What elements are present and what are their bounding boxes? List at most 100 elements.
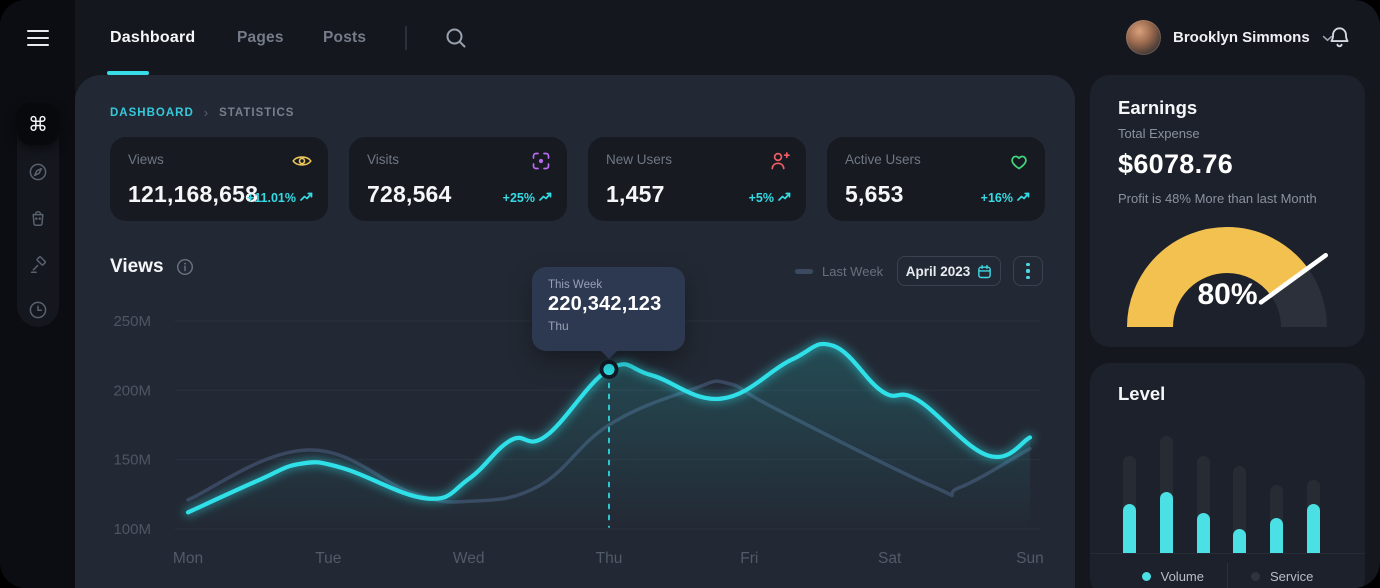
tooltip-value: 220,342,123 bbox=[548, 293, 662, 315]
volume-bar bbox=[1233, 529, 1247, 553]
search-icon[interactable] bbox=[444, 26, 468, 50]
stat-value: 5,653 bbox=[845, 181, 904, 207]
sidebar-item-command[interactable]: ⌘ bbox=[17, 103, 59, 145]
sidebar-nav: ⌘ bbox=[17, 103, 59, 327]
more-options-button[interactable] bbox=[1013, 256, 1043, 286]
main-panel: DASHBOARD › STATISTICS Views 121,168,658… bbox=[75, 75, 1075, 588]
stat-trend: +16% bbox=[981, 191, 1030, 205]
nav-divider bbox=[405, 26, 407, 50]
sidebar-item-history[interactable] bbox=[28, 300, 48, 320]
sidebar-item-discover[interactable] bbox=[28, 162, 48, 182]
scan-icon bbox=[530, 150, 552, 172]
earnings-subtitle: Total Expense bbox=[1118, 126, 1200, 141]
level-divider bbox=[1090, 553, 1365, 554]
level-title: Level bbox=[1118, 383, 1166, 404]
stat-label: Visits bbox=[367, 152, 400, 167]
volume-bar bbox=[1123, 504, 1136, 553]
svg-text:250M: 250M bbox=[113, 313, 151, 330]
menu-icon[interactable] bbox=[24, 26, 52, 50]
user-menu[interactable]: Brooklyn Simmons bbox=[1126, 20, 1333, 55]
level-legend: Volume Service bbox=[1090, 563, 1365, 588]
chart-tooltip: This Week 220,342,123 Thu bbox=[532, 267, 685, 351]
level-bar-group bbox=[1123, 433, 1136, 553]
level-bar-group bbox=[1196, 433, 1210, 553]
tab-dashboard[interactable]: Dashboard bbox=[110, 29, 196, 46]
bell-icon[interactable] bbox=[1326, 24, 1354, 52]
breadcrumb-statistics: STATISTICS bbox=[219, 106, 295, 119]
earnings-amount: $6078.76 bbox=[1118, 149, 1234, 179]
level-bar-group bbox=[1159, 433, 1173, 553]
breadcrumb-dashboard[interactable]: DASHBOARD bbox=[110, 106, 194, 119]
svg-text:Thu: Thu bbox=[596, 550, 623, 567]
trend-up-icon bbox=[539, 191, 552, 205]
stat-card-new-users: New Users 1,457 +5% bbox=[588, 137, 806, 221]
svg-text:Fri: Fri bbox=[740, 550, 758, 567]
gavel-icon bbox=[28, 254, 48, 274]
sidebar: ⌘ bbox=[0, 0, 75, 588]
level-card: Level Volume Service bbox=[1090, 363, 1365, 588]
breadcrumb: DASHBOARD › STATISTICS bbox=[110, 105, 294, 120]
svg-text:Sat: Sat bbox=[878, 550, 902, 567]
stat-label: New Users bbox=[606, 152, 673, 167]
svg-text:Mon: Mon bbox=[173, 550, 203, 567]
stat-trend: +11.01% bbox=[247, 191, 313, 205]
earnings-gauge bbox=[1122, 223, 1332, 335]
gauge-percent-label: 80% bbox=[1197, 278, 1258, 311]
clock-icon bbox=[28, 300, 48, 320]
stat-card-visits: Visits 728,564 +25% bbox=[349, 137, 567, 221]
sidebar-item-auction[interactable] bbox=[28, 254, 48, 274]
stat-label: Views bbox=[128, 152, 164, 167]
date-picker-button[interactable]: April 2023 bbox=[897, 256, 1001, 286]
trend-up-icon bbox=[778, 191, 791, 205]
avatar bbox=[1126, 20, 1161, 55]
tab-pages[interactable]: Pages bbox=[237, 29, 284, 46]
legend-last-week: Last Week bbox=[795, 264, 883, 279]
shopping-bag-icon bbox=[28, 208, 48, 228]
calendar-icon bbox=[977, 264, 992, 279]
svg-text:200M: 200M bbox=[113, 382, 151, 399]
earnings-note: Profit is 48% More than last Month bbox=[1118, 191, 1317, 206]
stat-trend: +5% bbox=[749, 191, 791, 205]
views-line-chart[interactable]: 250M 200M 150M 100M Mon Tue Wed Thu Fri Sat Sun bbox=[95, 307, 1045, 575]
compass-icon bbox=[28, 162, 48, 182]
level-bar-group bbox=[1270, 433, 1284, 553]
earnings-card: Earnings Total Expense $6078.76 Profit i… bbox=[1090, 75, 1365, 347]
svg-text:Tue: Tue bbox=[315, 550, 341, 567]
service-dot bbox=[1251, 571, 1260, 581]
level-bar-group bbox=[1233, 433, 1247, 553]
sidebar-item-shop[interactable] bbox=[28, 208, 48, 228]
info-icon[interactable] bbox=[176, 258, 194, 276]
svg-text:100M: 100M bbox=[113, 521, 151, 538]
last-week-label: Last Week bbox=[822, 264, 884, 279]
tooltip-title: This Week bbox=[548, 279, 603, 291]
stat-card-views: Views 121,168,658 +11.01% bbox=[110, 137, 328, 221]
trend-up-icon bbox=[300, 191, 313, 205]
earnings-title: Earnings bbox=[1118, 97, 1198, 118]
stat-label: Active Users bbox=[845, 152, 921, 167]
stat-value: 1,457 bbox=[606, 181, 665, 207]
stat-value: 121,168,658 bbox=[128, 181, 259, 207]
user-name: Brooklyn Simmons bbox=[1173, 29, 1310, 46]
stat-cards-row: Views 121,168,658 +11.01% Visits 72 bbox=[110, 137, 1045, 221]
volume-bar bbox=[1196, 513, 1210, 553]
tooltip-day: Thu bbox=[548, 319, 569, 333]
views-chart-header: Views bbox=[110, 256, 194, 278]
svg-text:Wed: Wed bbox=[453, 550, 485, 567]
eye-icon bbox=[291, 150, 313, 172]
command-icon: ⌘ bbox=[28, 113, 48, 136]
date-picker-value: April 2023 bbox=[905, 263, 971, 279]
legend-divider bbox=[1227, 563, 1228, 588]
level-bar-group bbox=[1306, 433, 1320, 553]
svg-text:150M: 150M bbox=[113, 452, 151, 469]
tab-posts[interactable]: Posts bbox=[323, 29, 367, 46]
volume-bar bbox=[1306, 504, 1320, 553]
trend-up-icon bbox=[1017, 191, 1030, 205]
chevron-down-icon bbox=[1322, 29, 1333, 47]
level-bar-chart bbox=[1123, 433, 1320, 553]
stat-value: 728,564 bbox=[367, 181, 452, 207]
user-plus-icon bbox=[769, 150, 791, 172]
volume-dot bbox=[1141, 571, 1151, 581]
stat-trend: +25% bbox=[503, 191, 552, 205]
